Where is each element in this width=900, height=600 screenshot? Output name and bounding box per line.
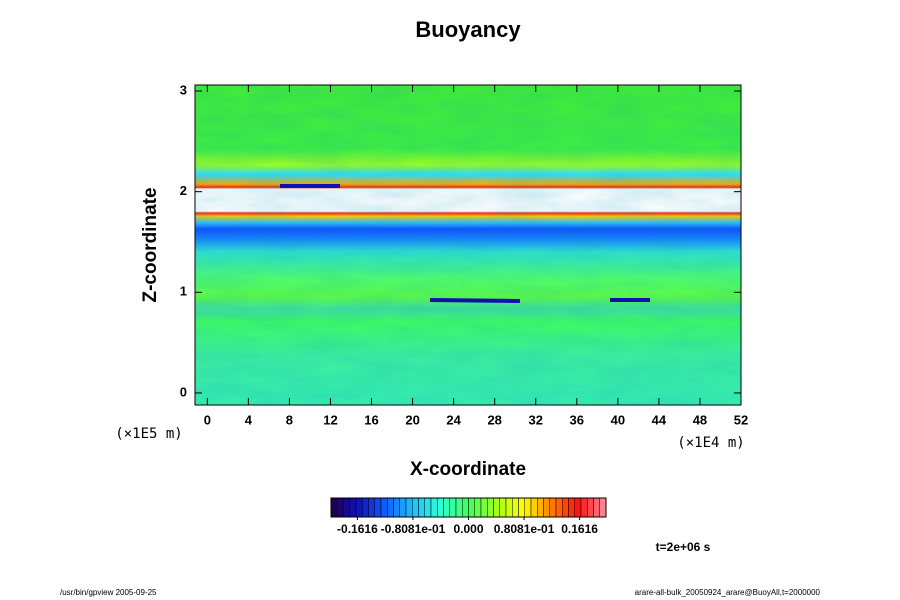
colorbar-segment bbox=[380, 497, 388, 518]
y-tick-label: 0 bbox=[180, 384, 187, 399]
frame bbox=[194, 84, 742, 406]
y-tick-label: 1 bbox=[180, 284, 187, 299]
x-tick-label: 40 bbox=[611, 412, 625, 427]
colorbar-segment bbox=[487, 497, 494, 518]
colorbar-segment bbox=[330, 497, 338, 518]
y-tick-label: 3 bbox=[180, 82, 187, 97]
colorbar-segment bbox=[537, 497, 544, 518]
chart-title: Buoyancy bbox=[415, 17, 521, 42]
x-tick-label: 8 bbox=[286, 412, 293, 427]
colorbar-tick-label: -0.1616 bbox=[337, 522, 378, 536]
colorbar-segment bbox=[418, 497, 425, 518]
x-tick-label: 16 bbox=[364, 412, 378, 427]
colorbar-segment bbox=[449, 497, 457, 518]
x-tick-label: 28 bbox=[487, 412, 501, 427]
field-texture bbox=[195, 85, 741, 405]
x-axis-label: X-coordinate bbox=[410, 459, 526, 480]
colorbar-tick-label: 0.8081e-01 bbox=[494, 522, 555, 536]
colorbar-segment bbox=[562, 497, 569, 518]
colorbar-segment bbox=[518, 497, 525, 518]
colorbar-segment bbox=[455, 497, 463, 518]
colorbar-segment bbox=[543, 497, 550, 518]
colorbar-segment bbox=[524, 497, 532, 518]
colorbar-segment bbox=[580, 497, 588, 518]
colorbar-segment bbox=[574, 497, 582, 518]
field-streak bbox=[280, 184, 650, 303]
colorbar-segment bbox=[555, 497, 563, 518]
colorbar-tick-label: -0.8081e-01 bbox=[381, 522, 446, 536]
colorbar-segment bbox=[593, 497, 600, 518]
colorbar-segment bbox=[399, 497, 407, 518]
x-unit: (×1E4 m) bbox=[677, 435, 744, 451]
colorbar-tick-label: 0.1616 bbox=[561, 522, 598, 536]
y-tick-label: 2 bbox=[180, 183, 187, 198]
x-tick-label: 48 bbox=[693, 412, 707, 427]
footer-left: /usr/bin/gpview 2005-09-25 bbox=[60, 588, 157, 597]
x-tick-label: 0 bbox=[204, 412, 211, 427]
y-unit: (×1E5 m) bbox=[115, 426, 182, 442]
colorbar-segment bbox=[430, 497, 438, 518]
colorbar-segment bbox=[387, 497, 394, 518]
colorbar-segment bbox=[405, 497, 413, 518]
colorbar-segment bbox=[462, 497, 469, 518]
colorbar-segment bbox=[468, 497, 475, 518]
colorbar-segment bbox=[393, 497, 400, 518]
x-tick-label: 24 bbox=[446, 412, 461, 427]
colorbar-segment bbox=[412, 497, 419, 518]
colorbar-segment bbox=[480, 497, 488, 518]
colorbar-tick-label: 0.000 bbox=[453, 522, 483, 536]
colorbar-segment bbox=[530, 497, 538, 518]
y-axis-label: Z-coordinate bbox=[140, 187, 161, 302]
colorbar-segment bbox=[343, 497, 350, 518]
colorbar-segment bbox=[587, 497, 594, 518]
colorbar-segment bbox=[374, 497, 382, 518]
colorbar-segment bbox=[368, 497, 375, 518]
colorbar-segment bbox=[355, 497, 363, 518]
x-tick-label: 12 bbox=[323, 412, 337, 427]
x-tick-label: 36 bbox=[570, 412, 584, 427]
x-tick-label: 52 bbox=[734, 412, 748, 427]
colorbar-segment bbox=[493, 497, 500, 518]
x-tick-label: 44 bbox=[652, 412, 667, 427]
colorbar-segment bbox=[499, 497, 507, 518]
colorbar-segment bbox=[474, 497, 482, 518]
colorbar-segment bbox=[599, 497, 607, 518]
plot-area bbox=[194, 84, 742, 406]
colorbar-segment bbox=[349, 497, 357, 518]
colorbar-segment bbox=[512, 497, 519, 518]
colorbar-segment bbox=[424, 497, 432, 518]
x-tick-label: 20 bbox=[405, 412, 419, 427]
colorbar-segment bbox=[568, 497, 575, 518]
colorbar-segment bbox=[549, 497, 557, 518]
x-tick-label: 4 bbox=[245, 412, 253, 427]
colorbar-segment bbox=[437, 497, 444, 518]
colorbar-segment bbox=[443, 497, 450, 518]
footer-right: arare-all-bulk_20050924_arare@BuoyAll,t=… bbox=[635, 588, 821, 597]
colorbar-segment bbox=[337, 497, 344, 518]
colorbar-segment bbox=[505, 497, 513, 518]
time-label: t=2e+06 s bbox=[656, 540, 711, 554]
x-tick-label: 32 bbox=[529, 412, 543, 427]
colorbar-segment bbox=[362, 497, 369, 518]
